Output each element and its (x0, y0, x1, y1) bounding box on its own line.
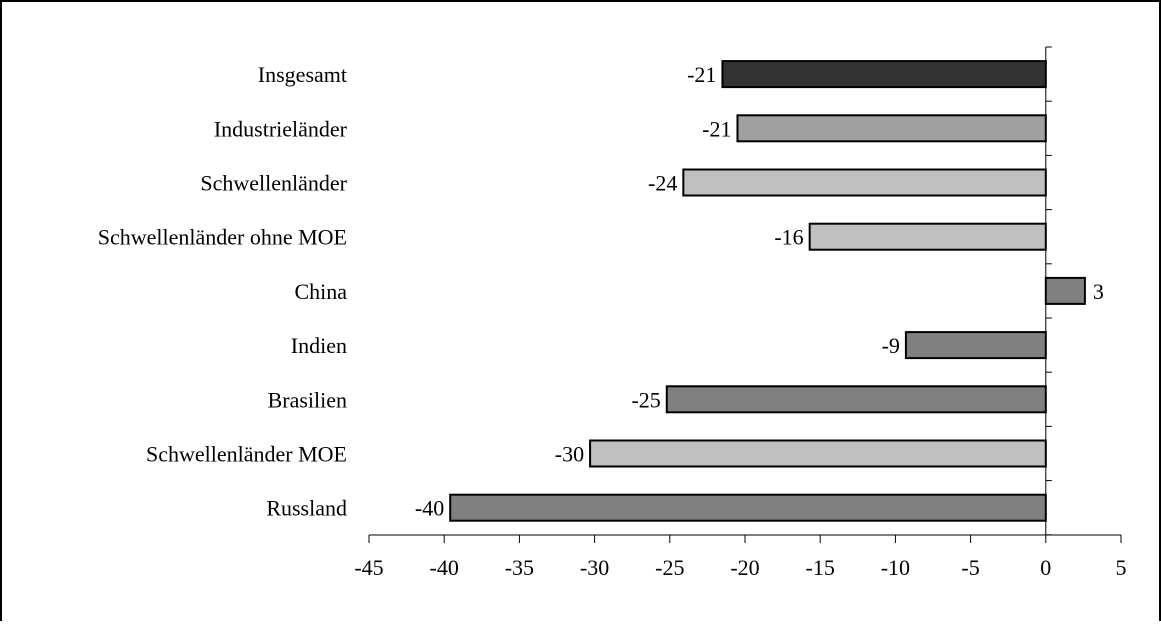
x-tick-label: -30 (580, 555, 609, 580)
x-tick-label: -40 (430, 555, 459, 580)
x-tick-label: -10 (881, 555, 910, 580)
x-tick-label: -35 (505, 555, 534, 580)
bar-brasilien (665, 385, 1047, 414)
category-label: Brasilien (268, 387, 347, 412)
x-tick-label: -5 (961, 555, 979, 580)
category-label: Indien (291, 333, 347, 358)
category-label: Schwellenländer (200, 171, 347, 196)
x-tick-label: -25 (655, 555, 684, 580)
category-label: Industrieländer (214, 116, 348, 141)
category-labels-group: Insgesamt Industrieländer Schwellenländer S… (98, 62, 348, 521)
bar-schwellenländer-ohne-moe (808, 222, 1047, 251)
value-label: 3 (1093, 279, 1104, 304)
value-label: -16 (774, 225, 803, 250)
bar-russland (449, 493, 1047, 522)
value-label: -21 (687, 62, 716, 87)
bar-insgesamt (721, 60, 1047, 89)
value-label: -9 (882, 333, 900, 358)
value-label: -30 (555, 442, 584, 467)
axes-group: -45 -40 -35 -30 -25 -20 -15 -10 -5 0 5 (354, 46, 1127, 580)
bar-china (1044, 276, 1086, 305)
x-tick-label: 0 (1040, 555, 1051, 580)
category-label: Schwellenländer MOE (146, 442, 347, 467)
value-label: -25 (631, 387, 660, 412)
category-label: Insgesamt (258, 62, 347, 87)
bar-indien (904, 331, 1047, 360)
bar-schwellenländer-moe (589, 439, 1047, 468)
x-tick-label: -45 (354, 555, 383, 580)
x-tick-label: 5 (1116, 555, 1127, 580)
category-label: Russland (266, 496, 347, 521)
value-label: -24 (648, 171, 677, 196)
value-labels-group: -21 -21 -24 -16 3 -9 -25 -30 -40 (415, 62, 1104, 521)
value-label: -21 (702, 116, 731, 141)
category-label: Schwellenländer ohne MOE (98, 225, 347, 250)
bar-industrieländer (736, 114, 1047, 143)
bar-schwellenländer (682, 168, 1047, 197)
bars-group (449, 60, 1086, 522)
x-tick-label: -20 (730, 555, 759, 580)
value-label: -40 (415, 496, 444, 521)
category-label: China (294, 279, 347, 304)
x-tick-label: -15 (806, 555, 835, 580)
